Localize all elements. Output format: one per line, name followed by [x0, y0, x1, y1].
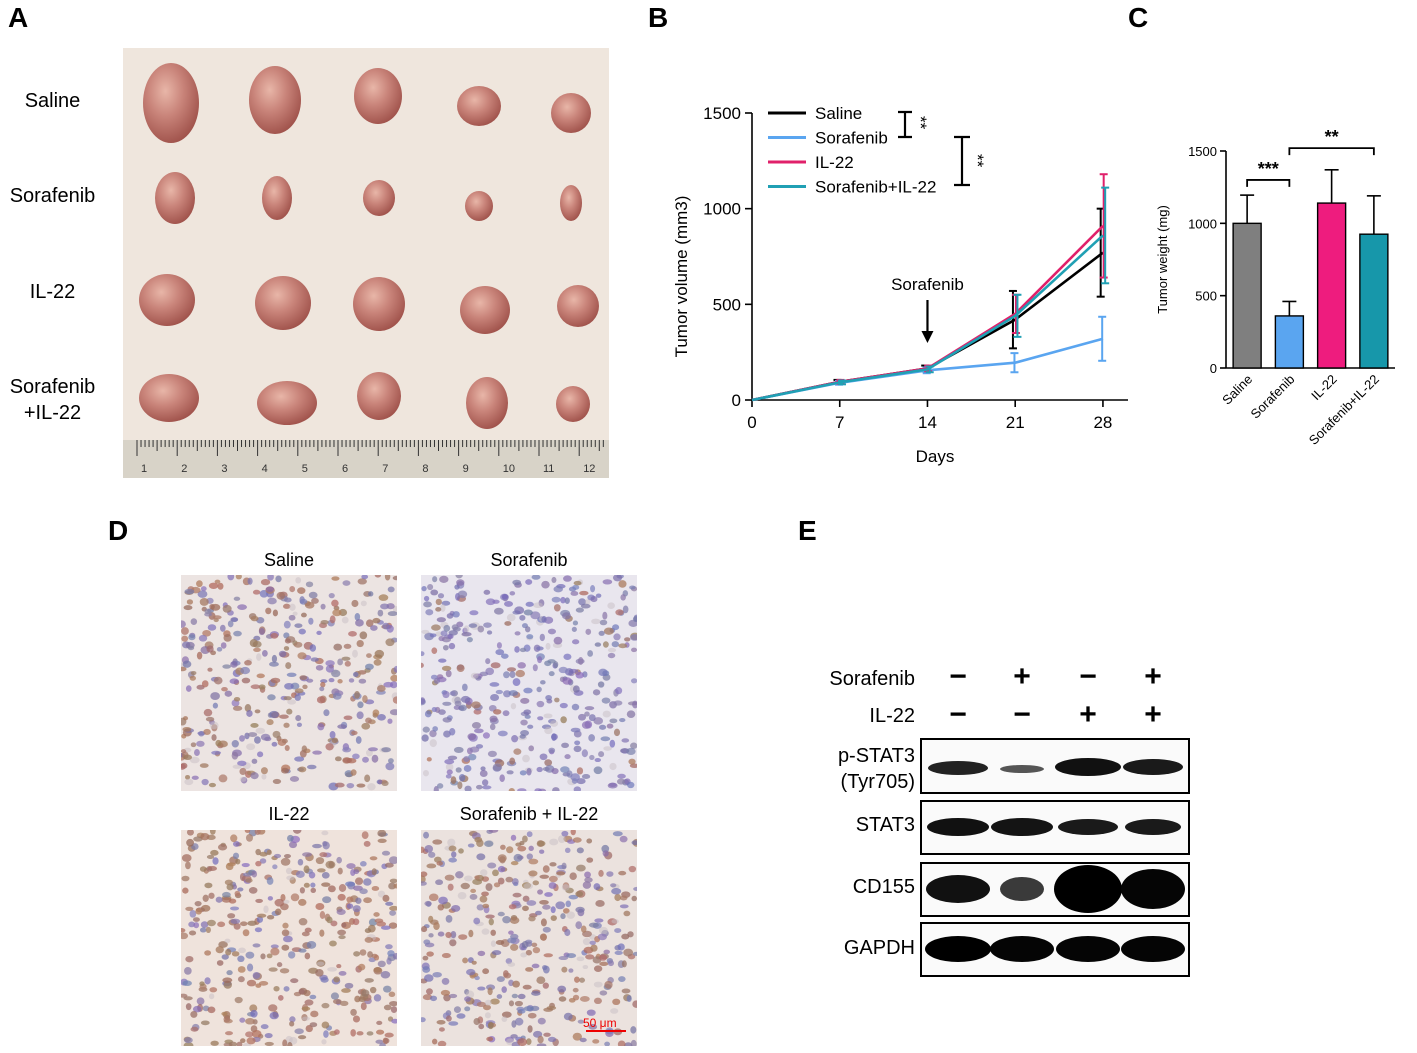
- sig-label: **: [1325, 127, 1339, 147]
- panel-letter-d: D: [108, 515, 129, 546]
- scale-bar: [586, 1030, 626, 1032]
- sig-bracket: [1288, 147, 1375, 156]
- header-label-il22: IL-22: [869, 705, 915, 727]
- panel-letter-a: A: [8, 2, 29, 33]
- sig-label: **: [968, 154, 987, 168]
- row-label-saline: Saline: [24, 90, 81, 112]
- x-tick-label: 14: [918, 413, 937, 432]
- tumor-photo: 1 2 3 4 5 6 7 8 9 10 11 12: [123, 48, 609, 478]
- panel-letter-e: E: [798, 515, 817, 546]
- y-tick-label: 1000: [703, 200, 741, 219]
- bar: [1232, 222, 1262, 369]
- ihc-title-il22: IL-22: [268, 804, 310, 824]
- legend-label: Saline: [815, 104, 862, 123]
- row-label-combo-line1: Sorafenib: [9, 376, 96, 398]
- ihc-image-il22: [181, 830, 397, 1046]
- y-tick-label: 0: [1210, 361, 1217, 376]
- x-tick-label: IL-22: [1308, 372, 1340, 404]
- tumor-weight-chart: 0 500 1000 1500 Tumor weight (mg) SalineSora…: [1155, 127, 1395, 448]
- ihc-image-saline: [181, 575, 397, 791]
- y-tick-label: 1500: [1188, 144, 1217, 159]
- panel-letter-b: B: [648, 2, 669, 33]
- x-tick-label: 0: [747, 413, 756, 432]
- y-tick-label: 0: [732, 391, 741, 410]
- ruler-number: 4: [262, 463, 268, 475]
- y-tick-label: 500: [713, 295, 741, 314]
- ihc-image-combo: [421, 830, 637, 1046]
- ihc-image-sorafenib: [421, 575, 637, 791]
- x-axis-label: Days: [916, 447, 955, 466]
- arrow-annotation-label: Sorafenib: [891, 275, 964, 294]
- ruler-number: 1: [141, 463, 147, 475]
- blot-pstat3: [920, 738, 1190, 794]
- x-tick-label: Sorafenib: [1248, 372, 1298, 422]
- ruler-number: 8: [422, 463, 428, 475]
- treatment-sign: −: [949, 698, 967, 731]
- ruler-number: 2: [181, 463, 187, 475]
- y-tick-label: 500: [1195, 289, 1217, 304]
- ruler-number: 11: [543, 463, 554, 475]
- sig-bracket: [1246, 179, 1291, 187]
- x-tick-label: 7: [835, 413, 844, 432]
- ihc-title-sorafenib: Sorafenib: [490, 550, 568, 570]
- ruler-number: 7: [382, 463, 388, 475]
- legend-label: IL-22: [815, 153, 854, 172]
- treatment-sign: −: [1079, 660, 1097, 693]
- bar: [1316, 202, 1347, 369]
- blot-stat3: [920, 800, 1190, 855]
- treatment-sign: +: [1013, 660, 1031, 693]
- blot-label-stat3: STAT3: [855, 814, 915, 836]
- panel-letter-c: C: [1128, 2, 1149, 33]
- ruler-number: 9: [463, 463, 469, 475]
- y-tick-label: 1000: [1188, 216, 1217, 231]
- blot-label-pstat3-2: (Tyr705): [840, 771, 915, 793]
- bar: [1274, 315, 1305, 369]
- row-label-il22: IL-22: [29, 281, 76, 303]
- treatment-sign: +: [1144, 660, 1162, 693]
- x-tick-label: 28: [1093, 413, 1112, 432]
- tumor-volume-chart: 0 500 1000 1500 0 7 14 21 28 Days Tumor volume (mm…: [672, 104, 1128, 466]
- blot-cd155: [920, 862, 1190, 917]
- treatment-sign: −: [949, 660, 967, 693]
- scale-bar-label: 50 μm: [583, 1016, 617, 1030]
- ruler-number: 3: [221, 463, 227, 475]
- blot-label-gapdh: GAPDH: [843, 937, 915, 959]
- bar: [1359, 233, 1389, 369]
- ruler-number: 6: [342, 463, 348, 475]
- treatment-sign: −: [1013, 698, 1031, 731]
- x-tick-label: 21: [1006, 413, 1025, 432]
- ruler-number: 12: [583, 463, 595, 475]
- treatment-sign: +: [1079, 698, 1097, 731]
- treatment-sign: +: [1144, 698, 1162, 731]
- arrow-head: [921, 331, 934, 343]
- series-line: [751, 234, 1104, 402]
- row-label-combo-line2: +IL-22: [23, 402, 82, 424]
- y-tick-label: 1500: [703, 104, 741, 123]
- y-axis-label: Tumor weight (mg): [1155, 205, 1170, 314]
- sig-bracket: [898, 110, 912, 139]
- row-label-sorafenib: Sorafenib: [9, 185, 96, 207]
- blot-label-cd155: CD155: [852, 876, 915, 898]
- ruler-number: 5: [302, 463, 308, 475]
- ruler-number: 10: [503, 463, 515, 475]
- x-tick-label: Saline: [1219, 372, 1255, 408]
- sig-label: ***: [1258, 159, 1279, 179]
- legend-label: Sorafenib: [815, 129, 888, 148]
- blot-label-pstat3-1: p-STAT3: [837, 745, 915, 767]
- y-axis-label: Tumor volume (mm3): [672, 196, 691, 358]
- legend-label: Sorafenib+IL-22: [815, 178, 936, 197]
- ihc-title-saline: Saline: [263, 550, 315, 570]
- sig-label: **: [911, 116, 930, 130]
- sig-bracket: [954, 135, 970, 187]
- blot-gapdh: [920, 922, 1190, 977]
- ihc-title-combo: Sorafenib + IL-22: [459, 804, 599, 824]
- header-label-sorafenib: Sorafenib: [829, 668, 915, 690]
